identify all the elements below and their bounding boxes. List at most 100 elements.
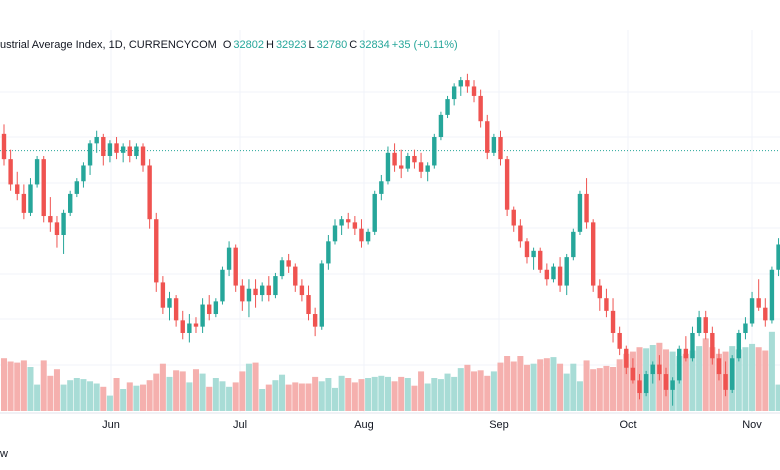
candle-body — [511, 209, 516, 226]
candle-body — [140, 146, 146, 166]
candle-body — [200, 304, 205, 327]
candle-body — [683, 348, 689, 359]
candle-body — [524, 241, 530, 258]
volume-bar — [523, 364, 530, 411]
volume-bar — [173, 370, 180, 411]
candle-body — [763, 307, 768, 321]
candle-body — [564, 257, 569, 286]
volume-bar — [378, 375, 385, 411]
volume-bar — [623, 353, 630, 411]
time-axis: Jun Jul Aug Sep Oct Nov — [102, 419, 762, 431]
volume-bar — [616, 359, 623, 411]
volume-bar — [749, 343, 756, 411]
candle-body — [445, 99, 450, 115]
volume-bar — [557, 363, 564, 411]
volume-bar — [530, 363, 537, 411]
volume-bar — [245, 363, 252, 411]
volume-bar — [40, 360, 47, 411]
volume-bar — [212, 378, 219, 411]
volume-bar — [682, 353, 689, 411]
candle-body — [68, 193, 73, 213]
candle-body — [432, 137, 437, 166]
candle-body — [677, 348, 682, 381]
candle-body — [87, 143, 93, 166]
candle-body — [696, 317, 702, 333]
candle-body — [491, 137, 497, 153]
tick-label-nov: Nov — [742, 419, 762, 431]
low-value: 32780 — [316, 39, 348, 51]
volume-bar — [20, 360, 27, 411]
candle-body — [193, 323, 199, 327]
candle-body — [74, 181, 80, 194]
open-value: 32802 — [233, 39, 264, 51]
candle-body — [226, 247, 232, 270]
candle-body — [478, 95, 483, 122]
candle-body — [81, 165, 86, 182]
candle-body — [319, 263, 324, 327]
candle-body — [703, 317, 708, 333]
volume-bar — [133, 385, 140, 411]
candle-body — [412, 155, 417, 163]
candle-body — [551, 266, 556, 280]
volume-bar — [411, 385, 418, 411]
candle-body — [8, 159, 13, 185]
candle-body — [41, 159, 46, 217]
candle-body — [730, 358, 735, 390]
volume-bar — [239, 371, 246, 411]
volume-bar — [742, 347, 749, 411]
volume-bar — [73, 378, 80, 411]
candle-body — [776, 244, 780, 270]
tick-label-jun: Jun — [102, 419, 120, 431]
candle-body — [279, 260, 285, 277]
candle-body — [127, 146, 132, 156]
volume-bar — [272, 380, 279, 411]
candle-body — [339, 219, 344, 226]
volume-bar — [583, 360, 590, 411]
candle-body — [134, 146, 139, 156]
volume-bar — [113, 378, 120, 411]
volume-bar — [543, 358, 550, 411]
open-label: O — [222, 39, 232, 51]
candle-body — [670, 380, 675, 390]
candle-body — [94, 137, 99, 144]
candle-body — [28, 184, 33, 213]
candle-body — [352, 222, 358, 229]
candle-body — [34, 159, 40, 185]
candle-body — [590, 222, 596, 286]
volume-bar — [67, 380, 74, 411]
candle-body — [723, 374, 728, 390]
volume-bar — [576, 381, 583, 411]
candle-body — [233, 247, 238, 286]
candle-body — [504, 159, 510, 210]
brand-fragment: w — [0, 448, 8, 460]
candle-body — [736, 332, 742, 359]
volume-bar — [120, 389, 127, 411]
candle-body — [518, 225, 523, 242]
volume-bar — [0, 358, 8, 411]
high-value: 32923 — [275, 39, 307, 51]
tick-label-oct: Oct — [619, 419, 636, 431]
candle-body — [61, 212, 66, 235]
candle-body — [293, 266, 298, 286]
symbol-title[interactable]: ustrial Average Index, 1D, CURRENCYCOM — [0, 39, 217, 51]
candle-body — [332, 225, 338, 242]
volume-bar — [451, 376, 458, 411]
volume-bar — [464, 364, 471, 411]
volume-bar — [252, 362, 259, 411]
candle-body — [48, 216, 53, 223]
candle-body — [372, 193, 377, 232]
candle-body — [246, 288, 252, 302]
volume-bar — [292, 382, 299, 411]
volume-bar — [457, 368, 464, 411]
candle-body — [624, 348, 629, 368]
volume-bar — [27, 367, 34, 411]
volume-bar — [279, 374, 286, 411]
candle-body — [716, 358, 722, 375]
volume-bar — [199, 373, 206, 411]
candle-body — [643, 374, 649, 394]
candle-body — [220, 269, 225, 302]
volume-bar — [477, 370, 484, 411]
volume-bar — [418, 371, 425, 411]
candle-body — [418, 162, 424, 172]
